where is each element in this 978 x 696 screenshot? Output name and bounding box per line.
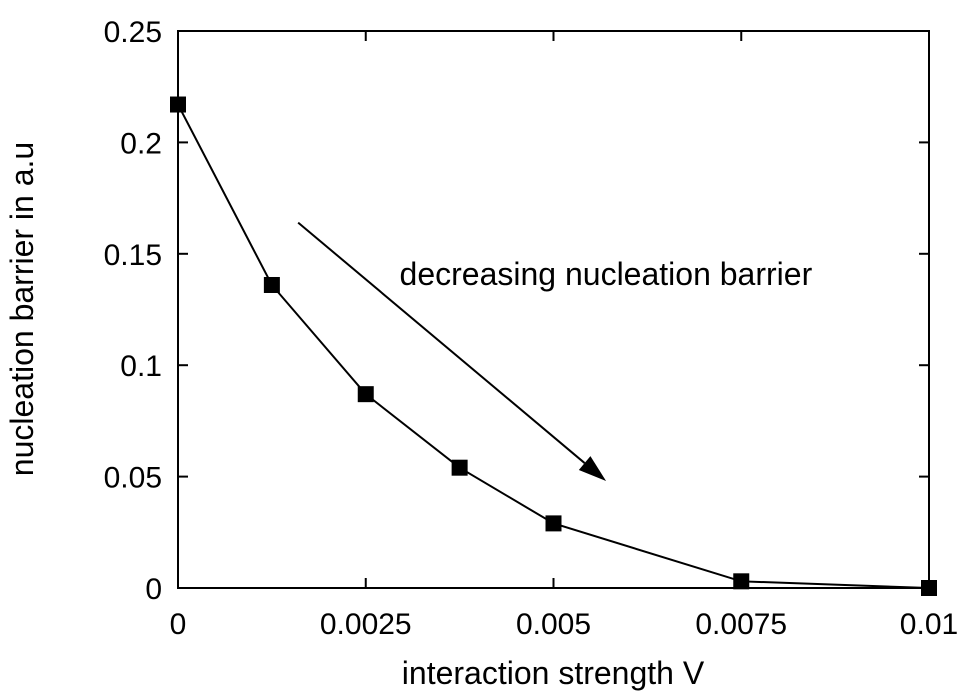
y-tick-label: 0.05 [104, 462, 162, 495]
y-axis-label: nucleation barrier in a.u [4, 142, 40, 476]
ticks-group [177, 30, 930, 589]
x-tick-label: 0.0075 [695, 608, 787, 641]
annotation-arrow-shaft [297, 221, 586, 464]
x-tick-label: 0.0025 [320, 608, 412, 641]
data-point-marker [545, 515, 562, 532]
annotations-group: decreasing nucleation barrier [297, 221, 813, 482]
series-group [170, 96, 937, 596]
data-point-marker [357, 386, 374, 403]
plot-frame [177, 30, 930, 589]
data-point-marker [263, 276, 280, 293]
data-point-marker [170, 96, 186, 113]
x-tick-label: 0.005 [516, 608, 591, 641]
tick-labels-group: 0 0.0025 0.005 0.0075 0.01 0 0.05 0.1 0.15 0.2 0.2… [104, 16, 959, 641]
data-point-marker [921, 580, 937, 596]
x-tick-label: 0 [170, 608, 187, 641]
y-tick-label: 0.1 [120, 350, 162, 383]
data-point-marker [451, 459, 468, 476]
y-tick-label: 0 [145, 573, 162, 606]
annotation-text: decreasing nucleation barrier [400, 256, 813, 292]
data-point-marker [733, 573, 750, 590]
x-tick-label: 0.01 [900, 608, 958, 641]
x-axis-label: interaction strength V [402, 655, 705, 691]
y-tick-label: 0.25 [104, 16, 162, 49]
y-tick-label: 0.15 [104, 239, 162, 272]
annotation-arrow-head [578, 456, 607, 482]
y-tick-label: 0.2 [120, 127, 162, 160]
